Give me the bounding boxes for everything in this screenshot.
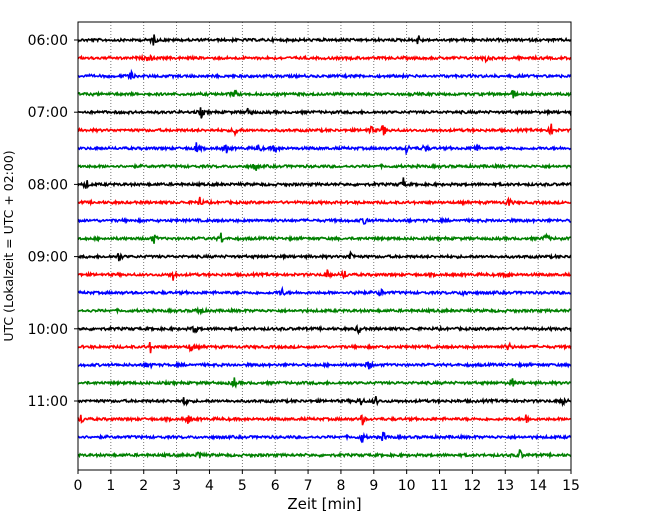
x-tick-label: 15	[562, 478, 580, 494]
x-tick-label: 7	[304, 478, 313, 494]
trace-group	[77, 34, 572, 460]
seismic-trace	[77, 305, 572, 316]
seismic-trace	[77, 341, 572, 354]
x-tick-label: 4	[205, 478, 214, 494]
x-tick-label: 3	[172, 478, 181, 494]
seismic-trace	[77, 123, 572, 138]
x-tick-label: 10	[398, 478, 416, 494]
seismic-trace	[77, 431, 572, 444]
seismic-trace	[77, 142, 572, 156]
seismic-trace	[77, 53, 572, 64]
x-axis: 0 1 2 3 4 5 6 7 8 9 10 11 12 13 14 15	[74, 470, 580, 494]
x-tick-label: 2	[139, 478, 148, 494]
y-tick-label: 09:00	[28, 250, 68, 266]
x-tick-label: 9	[369, 478, 378, 494]
seismic-trace	[77, 324, 572, 336]
seismic-trace	[77, 377, 572, 389]
y-tick-label: 11:00	[28, 394, 68, 410]
seismic-trace	[77, 250, 572, 262]
seismic-trace	[77, 396, 572, 408]
seismic-trace	[77, 232, 572, 244]
x-tick-label: 5	[238, 478, 247, 494]
seismic-trace	[77, 269, 572, 281]
seismic-trace	[77, 89, 572, 99]
y-axis: 06:00 07:00 08:00 09:00 10:00 11:00	[28, 33, 78, 410]
seismic-trace	[77, 34, 572, 46]
x-tick-label: 6	[271, 478, 280, 494]
seismic-trace	[77, 360, 572, 370]
x-axis-label: Zeit [min]	[287, 495, 361, 513]
y-axis-label: UTC (Lokalzeit = UTC + 02:00)	[1, 150, 16, 341]
y-tick-label: 06:00	[28, 33, 68, 49]
x-tick-label: 1	[106, 478, 115, 494]
seismic-trace	[77, 177, 572, 190]
x-tick-label: 0	[74, 478, 83, 494]
x-tick-label: 13	[496, 478, 514, 494]
seismic-trace	[77, 162, 572, 171]
y-tick-label: 08:00	[28, 177, 68, 193]
seismic-trace	[77, 107, 572, 119]
seismic-trace	[77, 196, 572, 207]
seismic-trace	[77, 216, 572, 225]
seismic-trace	[77, 68, 572, 81]
seismic-trace	[77, 414, 572, 426]
x-tick-label: 12	[463, 478, 481, 494]
grid-lines	[110, 22, 539, 470]
seismic-trace	[77, 449, 572, 460]
x-tick-label: 11	[431, 478, 449, 494]
y-tick-label: 07:00	[28, 105, 68, 121]
y-tick-label: 10:00	[28, 322, 68, 338]
x-tick-label: 14	[529, 478, 547, 494]
plot-frame	[77, 21, 572, 471]
x-tick-label: 8	[336, 478, 345, 494]
seismic-trace	[77, 285, 572, 298]
